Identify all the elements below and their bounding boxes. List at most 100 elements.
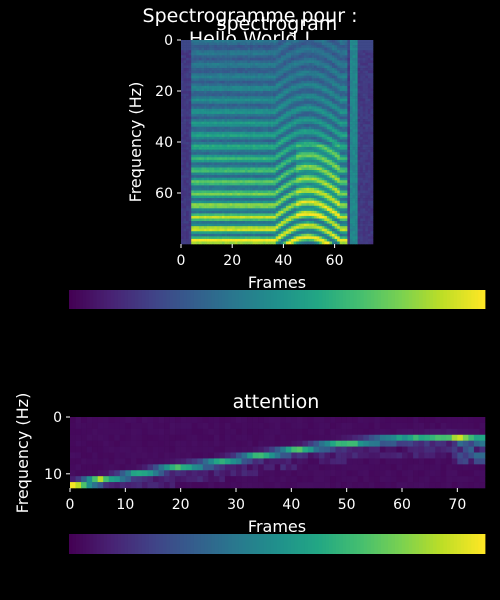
- spectrogram-cell: [206, 116, 210, 120]
- spectrogram-cell: [232, 164, 236, 168]
- spectrogram-cell: [291, 208, 294, 212]
- spectrogram-cell: [255, 175, 259, 178]
- spectrogram-cell: [206, 190, 210, 194]
- spectrogram-cell: [181, 157, 184, 161]
- spectrogram-cell: [326, 73, 330, 76]
- spectrogram-cell: [196, 83, 200, 87]
- spectrogram-cell: [242, 223, 246, 227]
- spectrogram-cell: [334, 70, 338, 74]
- spectrogram-cell: [278, 190, 282, 194]
- spectrogram-cell: [221, 152, 225, 156]
- spectrogram-cell: [214, 119, 218, 122]
- spectrogram-cell: [252, 231, 256, 235]
- spectrogram-cell: [239, 226, 243, 229]
- spectrogram-cell: [301, 96, 305, 99]
- spectrogram-cell: [270, 129, 274, 133]
- spectrogram-cell: [232, 159, 236, 163]
- spectrogram-cell: [181, 185, 184, 189]
- spectrogram-cell: [283, 213, 287, 217]
- spectrogram-cell: [309, 50, 312, 54]
- spectrogram-cell: [214, 177, 218, 181]
- spectrogram-cell: [221, 157, 225, 161]
- spectrogram-cell: [324, 195, 328, 199]
- spectrogram-cell: [283, 164, 287, 168]
- spectrogram-cell: [309, 96, 312, 99]
- spectrogram-cell: [319, 113, 323, 117]
- spectrogram-cell: [298, 226, 302, 229]
- spectrogram-cell: [293, 208, 297, 212]
- spectrogram-cell: [214, 106, 218, 110]
- spectrogram-cell: [247, 65, 251, 69]
- spectrogram-cell: [326, 170, 330, 173]
- spectrogram-cell: [265, 108, 269, 112]
- spectrogram-cell: [227, 111, 230, 115]
- spectrogram-cell: [311, 187, 315, 191]
- spectrogram-cell: [232, 83, 236, 87]
- spectrogram-cell: [321, 126, 325, 130]
- spectrogram-cell: [311, 42, 315, 46]
- spectrogram-cell: [250, 203, 253, 207]
- spectrogram-cell: [268, 154, 271, 158]
- spectrogram-cell: [186, 208, 189, 212]
- spectrogram-cell: [191, 108, 195, 112]
- spectrogram-cell: [227, 40, 230, 43]
- spectrogram-cell: [296, 88, 300, 92]
- spectrogram-cell: [250, 108, 253, 112]
- spectrogram-cell: [255, 57, 259, 61]
- spectrogram-cell: [219, 80, 223, 84]
- spectrogram-cell: [211, 83, 215, 87]
- spectrogram-cell: [262, 157, 266, 161]
- spectrogram-cell: [188, 175, 192, 178]
- spectrogram-cell: [265, 228, 269, 232]
- spectrogram-cell: [321, 62, 325, 66]
- spectrogram-cell: [191, 45, 195, 48]
- spectrogram-cell: [260, 75, 264, 79]
- spectrogram-cell: [334, 88, 338, 92]
- spectrogram-cell: [183, 83, 187, 87]
- spectrogram-cell: [255, 129, 259, 133]
- spectrogram-cell: [229, 182, 233, 186]
- spectrogram-cell: [245, 175, 248, 178]
- spectrogram-cell: [321, 78, 325, 82]
- spectrogram-cell: [232, 136, 236, 140]
- spectrogram-cell: [262, 162, 266, 166]
- spectrogram-cell: [198, 149, 202, 153]
- spectrogram-cell: [239, 108, 243, 112]
- spectrogram-cell: [316, 126, 320, 130]
- spectrogram-cell: [193, 218, 197, 222]
- spectrogram-cell: [250, 142, 253, 145]
- spectrogram-cell: [196, 75, 200, 79]
- spectrogram-cell: [306, 57, 310, 61]
- spectrogram-cell: [255, 218, 259, 222]
- spectrogram-cell: [337, 198, 341, 201]
- spectrogram-cell: [193, 187, 197, 191]
- spectrogram-cell: [219, 180, 223, 184]
- spectrogram-cell: [229, 157, 233, 161]
- spectrogram-cell: [296, 208, 300, 212]
- spectrogram-cell: [211, 210, 215, 214]
- spectrogram-cell: [278, 228, 282, 232]
- spectrogram-cell: [298, 80, 302, 84]
- spectrogram-cell: [198, 116, 202, 120]
- spectrogram-cell: [311, 159, 315, 163]
- spectrogram-cell: [275, 205, 279, 209]
- spectrogram-cell: [191, 139, 195, 143]
- spectrogram-cell: [239, 157, 243, 161]
- spectrogram-cell: [319, 215, 323, 219]
- spectrogram-cell: [275, 88, 279, 92]
- spectrogram-cell: [321, 73, 325, 76]
- spectrogram-cell: [270, 203, 274, 207]
- spectrogram-cell: [216, 241, 220, 245]
- spectrogram-cell: [316, 167, 320, 171]
- spectrogram-cell: [332, 73, 335, 76]
- spectrogram-cell: [275, 93, 279, 97]
- spectrogram-cell: [209, 47, 213, 51]
- spectrogram-cell: [201, 80, 205, 84]
- spectrogram-cell: [311, 45, 315, 48]
- spectrogram-cell: [196, 129, 200, 133]
- spectrogram-cell: [183, 182, 187, 186]
- spectrogram-cell: [201, 57, 205, 61]
- spectrogram-cell: [303, 170, 307, 173]
- spectrogram-cell: [306, 101, 310, 105]
- spectrogram-cell: [198, 139, 202, 143]
